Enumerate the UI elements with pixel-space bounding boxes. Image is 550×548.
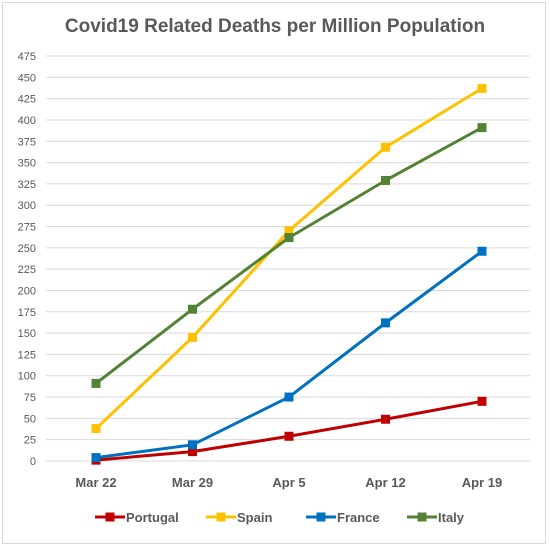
- legend-label: Spain: [237, 510, 272, 525]
- x-tick-label: Apr 5: [272, 475, 305, 490]
- y-tick-label: 50: [24, 413, 36, 425]
- y-tick-label: 0: [30, 456, 36, 468]
- data-point: [188, 440, 197, 450]
- data-point: [188, 447, 197, 457]
- data-point: [381, 414, 390, 424]
- y-tick-label: 175: [18, 307, 36, 319]
- legend-swatch-marker: [105, 512, 115, 522]
- data-point: [477, 396, 487, 406]
- y-tick-label: 225: [18, 264, 36, 276]
- data-point: [91, 424, 101, 434]
- data-point: [284, 226, 294, 236]
- legend: Portugal Spain France Italy: [95, 510, 465, 525]
- chart-title: Covid19 Related Deaths per Million Popul…: [64, 16, 486, 37]
- x-tick-label: Apr 12: [365, 475, 405, 490]
- y-tick-label: 100: [18, 371, 36, 383]
- legend-swatch-marker: [216, 512, 226, 522]
- data-point: [284, 233, 294, 243]
- x-tick-label: Mar 29: [172, 475, 213, 490]
- y-tick-label: 425: [18, 94, 36, 106]
- y-tick-label: 75: [24, 392, 36, 404]
- y-tick-label: 250: [18, 243, 36, 255]
- y-axis-ticks: 0 25 50 75 100 125 150 175 200 225 250 275 300 325 350…: [18, 51, 36, 468]
- y-tick-label: 400: [18, 115, 36, 127]
- legend-item: Portugal: [95, 510, 179, 525]
- y-tick-label: 325: [18, 179, 36, 191]
- x-tick-label: Mar 22: [75, 475, 116, 490]
- data-point: [284, 431, 294, 441]
- data-point: [188, 332, 197, 342]
- y-tick-label: 275: [18, 222, 36, 234]
- y-tick-label: 375: [18, 136, 36, 148]
- legend-item: France: [306, 510, 380, 525]
- legend-label: Portugal: [126, 510, 179, 525]
- series-lines: [91, 83, 487, 465]
- data-point: [381, 175, 390, 185]
- y-tick-label: 350: [18, 158, 36, 170]
- series-portugal: [91, 396, 487, 465]
- legend-swatch-marker: [316, 512, 326, 522]
- y-tick-label: 475: [18, 51, 36, 63]
- data-point: [477, 246, 487, 256]
- x-tick-label: Apr 19: [462, 475, 502, 490]
- x-axis-ticks: Mar 22 Mar 29 Apr 5 Apr 12 Apr 19: [75, 475, 502, 490]
- series-line: [95, 126, 483, 385]
- data-point: [477, 123, 487, 133]
- series-spain: [91, 83, 487, 434]
- y-tick-label: 125: [18, 349, 36, 361]
- y-tick-label: 450: [18, 72, 36, 84]
- y-tick-label: 200: [18, 285, 36, 297]
- series-france: [91, 246, 487, 463]
- legend-item: Italy: [407, 510, 465, 525]
- legend-item: Spain: [206, 510, 272, 525]
- series-line: [94, 87, 483, 430]
- data-point: [284, 392, 294, 402]
- data-point: [477, 83, 487, 93]
- data-point: [188, 304, 197, 314]
- legend-label: France: [337, 510, 380, 525]
- legend-label: Italy: [438, 510, 465, 525]
- y-tick-label: 300: [18, 200, 36, 212]
- data-point: [381, 142, 390, 152]
- series-italy: [91, 123, 487, 388]
- data-point: [91, 378, 101, 388]
- y-tick-label: 150: [18, 328, 36, 340]
- y-tick-label: 25: [24, 435, 36, 447]
- data-point: [381, 318, 390, 328]
- legend-swatch-marker: [417, 512, 427, 522]
- data-point: [91, 453, 101, 463]
